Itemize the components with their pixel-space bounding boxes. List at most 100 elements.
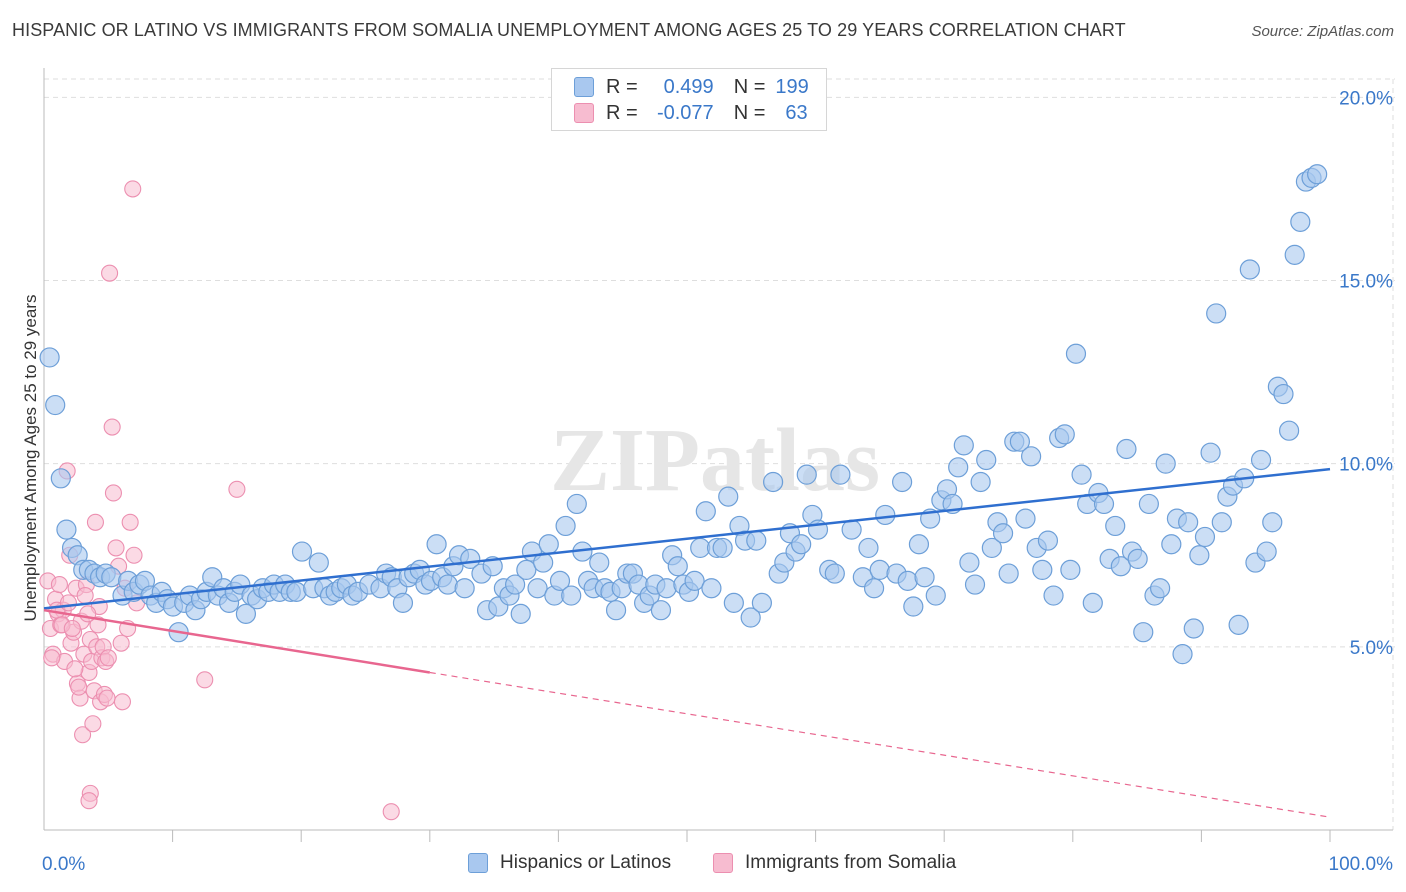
hispanic-point [1278, 420, 1300, 441]
legend-r-value: -0.077 [656, 101, 714, 124]
hispanic-point [1009, 431, 1030, 452]
bottom-legend-somalia: Immigrants from Somalia [713, 852, 956, 874]
hispanic-point [533, 552, 554, 573]
hispanic-point [875, 504, 896, 526]
hispanic-point [1021, 446, 1042, 467]
hispanic-point [561, 585, 582, 606]
hispanic-point [1150, 578, 1171, 599]
legend-swatch-blue [574, 77, 594, 97]
bottom-legend-label: Hispanics or Latinos [500, 852, 672, 873]
hispanic-point [701, 578, 722, 599]
hispanic-point [39, 347, 60, 368]
y-tick-label: 5.0% [1350, 638, 1393, 659]
hispanic-point [1250, 449, 1272, 471]
legend-n-label: N = [733, 75, 766, 98]
legend-n-value: 63 [785, 101, 808, 124]
hispanic-point [605, 600, 627, 621]
somalia-point [196, 671, 214, 689]
hispanic-point [824, 563, 845, 584]
hispanic-point [1189, 545, 1210, 566]
trend-lines [43, 467, 1331, 818]
hispanic-point [1194, 526, 1216, 548]
hispanic-point [650, 600, 672, 621]
hispanic-point [1138, 493, 1159, 515]
y-tick-label: 10.0% [1339, 455, 1393, 476]
somalia-point [89, 616, 107, 634]
hispanic-point [684, 570, 705, 591]
hispanic-point [1228, 614, 1249, 635]
hispanic-point [964, 574, 986, 595]
hispanic-point [908, 534, 930, 555]
somalia-point [59, 594, 77, 612]
somalia-point [228, 480, 246, 498]
hispanic-point [953, 435, 974, 456]
bottom-legend-hispanic: Hispanics or Latinos [468, 852, 671, 874]
hispanic-point [948, 457, 969, 478]
hispanic-point [796, 464, 817, 485]
bottom-swatch-blue [468, 853, 488, 873]
hispanic-point [1037, 530, 1059, 551]
legend-n-label: N = [733, 101, 766, 124]
hispanic-point [959, 552, 980, 573]
hispanic-trend-line [43, 467, 1331, 610]
somalia-point [98, 689, 116, 707]
hispanic-point [1200, 442, 1221, 463]
hispanic-point [1127, 548, 1148, 570]
hispanic-point [791, 534, 812, 555]
bottom-swatch-pink [713, 853, 733, 873]
hispanic-point [992, 523, 1014, 544]
somalia-point [103, 418, 121, 436]
hispanic-point [1206, 303, 1227, 324]
somalia-point [99, 649, 117, 667]
legend-r-label: R = [606, 75, 638, 98]
somalia-point [66, 660, 84, 678]
legend-r-label: R = [606, 101, 638, 124]
hispanic-point [863, 578, 885, 599]
somalia-point [86, 513, 104, 531]
legend-r-value: 0.499 [663, 75, 714, 98]
hispanic-point [751, 592, 772, 613]
stats-legend: R = 0.499 N = 199 R = -0.077 N = 63 [551, 68, 827, 131]
somalia-point [74, 726, 92, 744]
hispanic-point [1284, 244, 1305, 265]
hispanic-point [667, 556, 688, 577]
hispanic-point [830, 464, 851, 485]
hispanic-point [1183, 618, 1204, 639]
somalia-point [112, 634, 130, 652]
hispanic-point [656, 578, 677, 599]
hispanic-point [981, 537, 1002, 559]
hispanic-point [454, 578, 475, 599]
hispanic-point [308, 552, 329, 573]
hispanic-point [1155, 453, 1176, 474]
hispanic-point [1256, 541, 1277, 562]
x-tick-label: 100.0% [1329, 854, 1394, 875]
hispanic-point [903, 596, 924, 617]
somalia-point [50, 576, 68, 594]
hispanic-point [1178, 512, 1199, 533]
hispanic-point [763, 471, 784, 493]
hispanic-point [1060, 559, 1081, 580]
somalia-trend-extension [429, 671, 1331, 818]
somalia-point [113, 693, 131, 711]
hispanic-point [235, 603, 257, 624]
hispanic-point [505, 574, 526, 595]
hispanic-point [869, 559, 890, 580]
hispanic-point [841, 519, 862, 540]
hispanic-point [510, 603, 531, 624]
y-axis-label: Unemployment Among Ages 25 to 29 years [21, 295, 40, 622]
hispanic-point [589, 552, 610, 573]
hispanic-point [538, 534, 559, 555]
somalia-point [80, 792, 98, 810]
hispanic-point [426, 534, 447, 555]
hispanic-point [50, 468, 71, 489]
legend-swatch-pink [574, 103, 594, 123]
hispanic-point [1161, 534, 1182, 555]
hispanic-point [998, 563, 1019, 584]
hispanic-point [1054, 424, 1075, 445]
hispanic-point [1015, 508, 1036, 529]
y-tick-label: 15.0% [1339, 271, 1393, 292]
hispanic-point [897, 570, 918, 591]
hispanic-point [925, 585, 946, 606]
somalia-point [43, 649, 61, 667]
